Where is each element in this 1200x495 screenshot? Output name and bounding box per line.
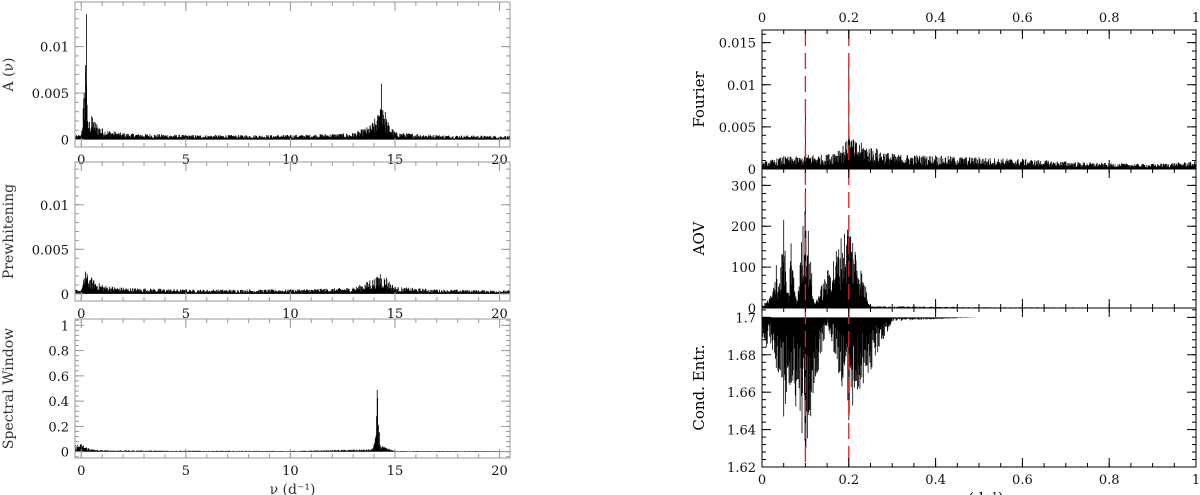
- y-tick-label: 0.01: [727, 79, 756, 94]
- y-tick-label: 1.66: [727, 386, 756, 401]
- left-panel-amplitude: 0 5 10 15 20 0 0.005 0.01 A (ν): [1, 1, 511, 168]
- series-line: [762, 317, 976, 458]
- y-tick-label: 0: [61, 446, 69, 461]
- x-tick-label: 1: [1192, 473, 1200, 488]
- x-tick-label: 0.8: [1099, 473, 1120, 488]
- y-tick-label: 1.68: [727, 349, 756, 364]
- y-tick-label: 0.01: [40, 41, 69, 56]
- series-line: [75, 389, 510, 452]
- x-tick-label: 10: [282, 307, 299, 322]
- right-panel-fourier: 0 0.2 0.4 0.6 0.8 1 0 0.005 0.01 0.015 Fourier: [690, 11, 1200, 178]
- right-panel-aov: 0 100 200 300 AOV: [690, 168, 1197, 317]
- y-tick-label: 0.01: [40, 199, 69, 214]
- x-tick-label: 0: [77, 464, 85, 479]
- x-tick-label: 20: [491, 307, 508, 322]
- x-top-tick-label: 0.2: [838, 11, 859, 26]
- x-tick-label: 5: [182, 153, 190, 168]
- y-tick-label: 0.005: [719, 121, 756, 136]
- x-tick-label: 0.2: [838, 473, 859, 488]
- y-tick-label: 1.64: [727, 424, 756, 439]
- plot-frame: [761, 29, 1197, 170]
- y-tick-label: 0.015: [719, 37, 756, 52]
- x-axis-label: ν (d⁻¹): [954, 489, 1003, 495]
- x-tick-label: 15: [387, 307, 404, 322]
- y-tick-label: 0.2: [48, 420, 69, 435]
- x-tick-label: 20: [491, 464, 508, 479]
- x-tick-label: 10: [282, 153, 299, 168]
- y-tick-label: 100: [731, 261, 756, 276]
- y-axis-label: A (ν): [1, 58, 17, 93]
- plot-frame: [761, 307, 1197, 468]
- y-tick-label: 0: [748, 302, 756, 317]
- x-tick-label: 10: [282, 464, 299, 479]
- y-tick-label: 0.005: [32, 243, 69, 258]
- x-axis-label: ν (d⁻¹): [270, 482, 316, 495]
- plot-frame: [761, 168, 1197, 309]
- x-tick-label: 15: [387, 153, 404, 168]
- y-tick-label: 0: [748, 163, 756, 178]
- x-top-tick-label: 0.4: [925, 11, 946, 26]
- y-tick-label: 1.7: [735, 311, 756, 326]
- left-panel-prewhitening: 0 5 10 15 20 0 0.005 0.01 Prewhitening: [1, 161, 511, 322]
- y-axis-label: Fourier: [690, 71, 708, 128]
- x-top-tick-label: 0.8: [1099, 11, 1120, 26]
- x-tick-label: 0: [77, 307, 85, 322]
- y-axis-label: Cond. Entr.: [690, 344, 708, 430]
- y-tick-label: 200: [731, 220, 756, 235]
- y-tick-label: 0.005: [32, 87, 69, 102]
- y-tick-label: 0.6: [48, 370, 69, 385]
- y-axis-label: Spectral Window: [1, 328, 17, 449]
- plot-frame: [74, 161, 511, 302]
- series-line: [762, 57, 1196, 169]
- y-tick-label: 1: [61, 319, 69, 334]
- x-top-tick-label: 0.6: [1012, 11, 1033, 26]
- x-top-tick-label: 0: [758, 11, 766, 26]
- x-tick-label: 0: [77, 153, 85, 168]
- series-line: [75, 271, 510, 294]
- right-panel-cond-entropy: 0 0.2 0.4 0.6 0.8 1 1.62 1.64 1.66 1.68 1.7 Cond. E…: [690, 307, 1200, 495]
- x-tick-label: 0: [758, 473, 766, 488]
- y-axis-label: AOV: [690, 220, 708, 256]
- y-tick-label: 0.8: [48, 345, 69, 360]
- y-axis-label: Prewhitening: [1, 184, 17, 279]
- y-tick-label: 0: [61, 134, 69, 149]
- y-tick-label: 1.62: [727, 461, 756, 476]
- plot-frame: [74, 1, 511, 148]
- y-tick-label: 0: [61, 288, 69, 303]
- x-top-tick-label: 1: [1192, 11, 1200, 26]
- series-line: [762, 188, 1196, 308]
- x-tick-label: 0.6: [1012, 473, 1033, 488]
- x-tick-label: 20: [491, 153, 508, 168]
- x-tick-label: 15: [387, 464, 404, 479]
- x-tick-label: 0.4: [925, 473, 946, 488]
- x-tick-label: 5: [182, 464, 190, 479]
- x-tick-label: 5: [182, 307, 190, 322]
- y-tick-label: 300: [731, 179, 756, 194]
- y-tick-label: 0.4: [48, 395, 69, 410]
- left-panel-spectral-window: 0 5 10 15 20 0 0.2 0.4 0.6 0.8 1 Spectral Window ν (…: [1, 318, 511, 495]
- plot-frame: [74, 318, 511, 459]
- series-line: [75, 14, 510, 140]
